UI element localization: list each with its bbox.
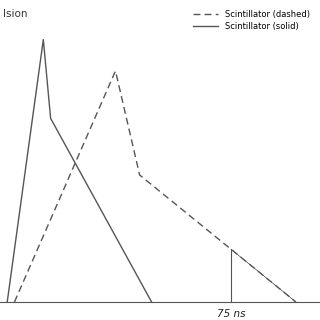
Legend: Scintillator (dashed), Scintillator (solid): Scintillator (dashed), Scintillator (sol… bbox=[191, 7, 313, 34]
Text: 75 ns: 75 ns bbox=[217, 308, 245, 319]
Text: lsion: lsion bbox=[3, 10, 28, 20]
